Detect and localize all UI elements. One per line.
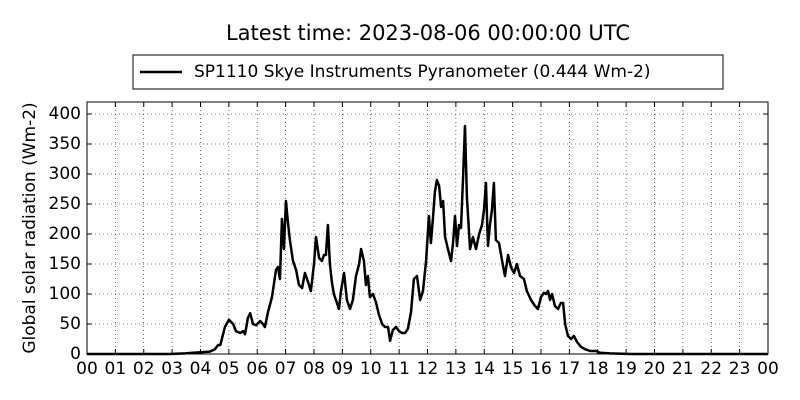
x-tick-label: 16 xyxy=(530,359,552,379)
x-tick-label: 13 xyxy=(445,359,467,379)
y-tick-label: 150 xyxy=(49,254,81,274)
x-tick-label: 21 xyxy=(672,359,694,379)
x-tick-label: 04 xyxy=(190,359,212,379)
x-tick-label: 09 xyxy=(332,359,354,379)
x-tick-label: 14 xyxy=(473,359,495,379)
y-tick-label: 100 xyxy=(49,284,81,304)
y-tick-label: 0 xyxy=(70,344,81,364)
legend-box xyxy=(132,54,724,90)
y-tick-label: 250 xyxy=(49,194,81,214)
y-tick-label: 400 xyxy=(49,104,81,124)
x-tick-label: 01 xyxy=(105,359,127,379)
x-tick-label: 15 xyxy=(502,359,524,379)
chart-title: Latest time: 2023-08-06 00:00:00 UTC xyxy=(226,21,630,45)
x-tick-label: 08 xyxy=(303,359,325,379)
x-tick-label: 22 xyxy=(700,359,722,379)
x-tick-label: 05 xyxy=(218,359,240,379)
x-tick-label: 00 xyxy=(76,359,98,379)
x-tick-label: 06 xyxy=(246,359,268,379)
y-tick-label: 300 xyxy=(49,164,81,184)
y-tick-label: 350 xyxy=(49,134,81,154)
x-tick-label: 11 xyxy=(388,359,410,379)
x-tick-label: 12 xyxy=(417,359,439,379)
x-tick-label: 02 xyxy=(133,359,155,379)
x-tick-label: 00 xyxy=(757,359,779,379)
x-tick-label: 07 xyxy=(275,359,297,379)
legend-label: SP1110 Skye Instruments Pyranometer (0.4… xyxy=(194,62,651,82)
x-tick-label: 17 xyxy=(559,359,581,379)
y-tick-label: 200 xyxy=(49,224,81,244)
x-tick-label: 03 xyxy=(161,359,183,379)
y-tick-label: 50 xyxy=(59,314,81,334)
y-axis-label: Global solar radiation (Wm-2) xyxy=(20,102,40,353)
x-tick-label: 23 xyxy=(729,359,751,379)
x-tick-label: 18 xyxy=(587,359,609,379)
x-tick-label: 10 xyxy=(360,359,382,379)
data-line xyxy=(87,124,768,356)
plot-frame xyxy=(86,101,769,355)
x-tick-label: 20 xyxy=(644,359,666,379)
x-tick-label: 19 xyxy=(615,359,637,379)
